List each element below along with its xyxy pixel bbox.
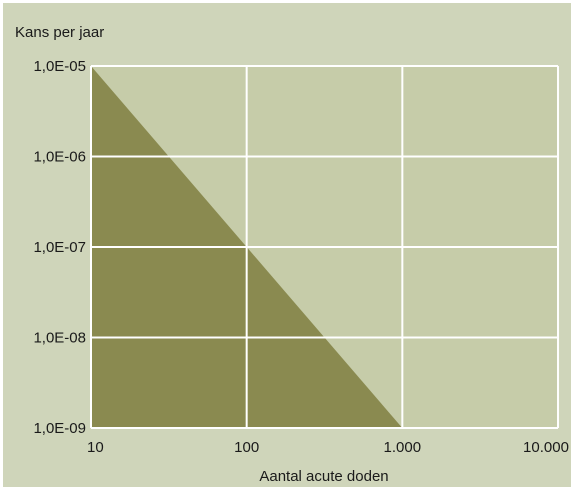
y-tick-label: 1,0E-09 (33, 420, 86, 437)
y-tick-label: 1,0E-07 (33, 239, 86, 256)
x-tick-label: 10.000 (523, 439, 569, 456)
y-tick-label: 1,0E-06 (33, 149, 86, 166)
x-tick-label: 100 (234, 439, 259, 456)
y-tick-label: 1,0E-05 (33, 58, 86, 75)
x-tick-label: 1.000 (384, 439, 422, 456)
y-tick-label: 1,0E-08 (33, 330, 86, 347)
y-axis-label: Kans per jaar (15, 24, 104, 41)
x-tick-label: 10 (87, 439, 104, 456)
x-axis-label: Aantal acute doden (259, 468, 388, 485)
